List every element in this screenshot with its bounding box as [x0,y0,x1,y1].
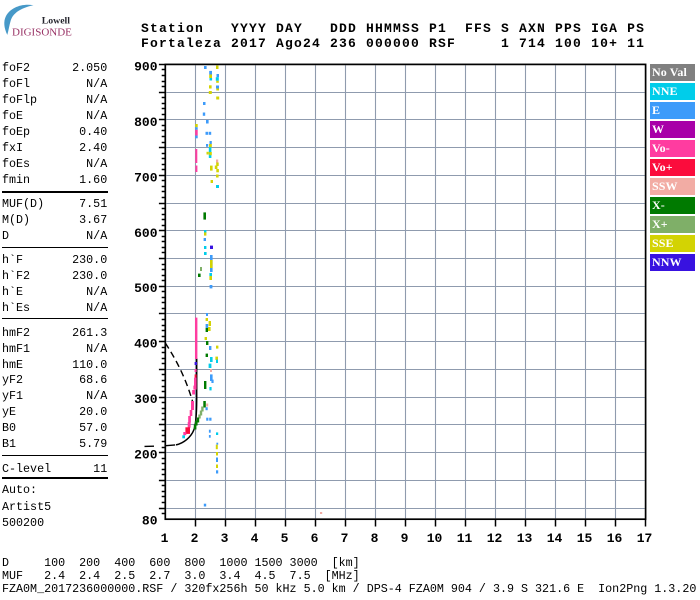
svg-text:80: 80 [142,514,158,529]
svg-text:900: 900 [134,59,158,74]
svg-text:4: 4 [251,531,259,546]
svg-text:10: 10 [427,531,443,546]
svg-text:Lowell: Lowell [42,15,71,26]
svg-text:DIGISONDE: DIGISONDE [12,26,72,38]
svg-text:14: 14 [547,531,563,546]
svg-text:11: 11 [457,531,473,546]
svg-text:2: 2 [191,531,199,546]
svg-text:1: 1 [161,531,169,546]
svg-text:3: 3 [221,531,229,546]
svg-text:7: 7 [341,531,349,546]
svg-text:5: 5 [281,531,289,546]
svg-text:800: 800 [134,115,158,130]
svg-text:17: 17 [637,531,653,546]
svg-text:600: 600 [134,226,158,241]
svg-text:15: 15 [577,531,593,546]
svg-text:8: 8 [371,531,379,546]
svg-text:500: 500 [134,281,158,296]
svg-text:13: 13 [517,531,533,546]
svg-text:12: 12 [487,531,503,546]
svg-text:300: 300 [134,392,158,407]
svg-text:16: 16 [607,531,623,546]
svg-text:700: 700 [134,170,158,185]
svg-text:9: 9 [401,531,409,546]
svg-text:6: 6 [311,531,319,546]
svg-text:400: 400 [134,337,158,352]
svg-text:200: 200 [134,448,158,463]
